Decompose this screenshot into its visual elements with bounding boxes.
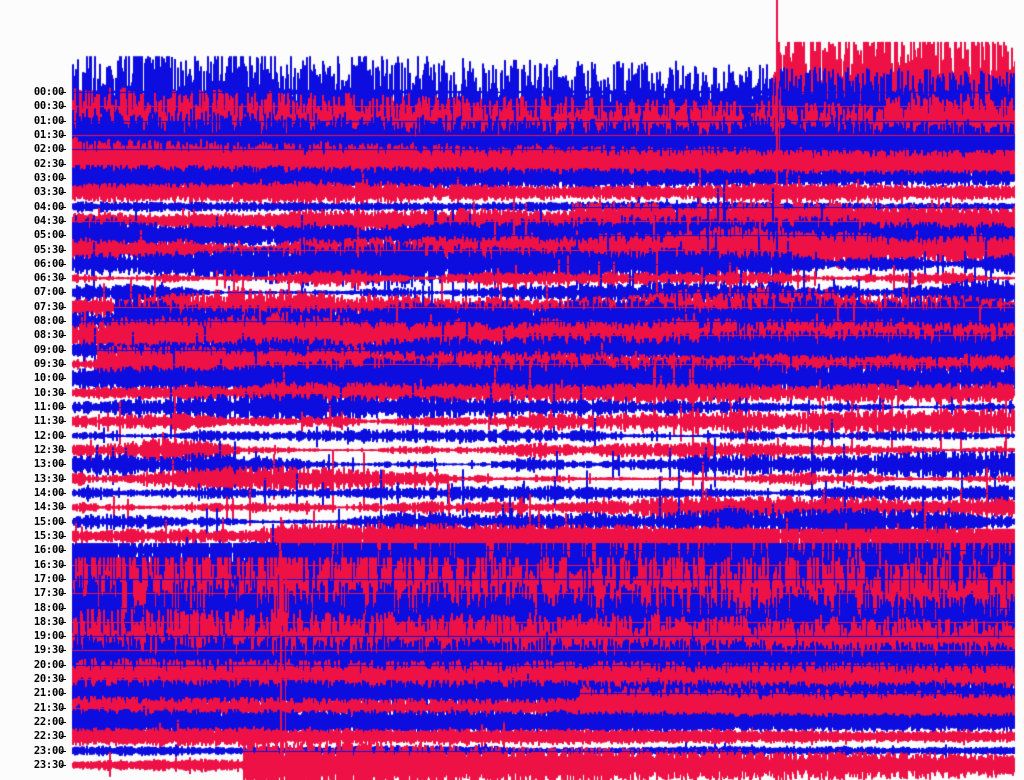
axis-tick (61, 464, 66, 465)
time-label-2100: 21:00 (33, 687, 64, 700)
axis-tick (61, 608, 66, 609)
time-axis: 00:00 00:30 01:00 01:30 02:00 02:30 03:00 03:30… (0, 0, 66, 780)
axis-tick (61, 378, 66, 379)
time-label-1000: 10:00 (33, 372, 64, 385)
time-label-0030: 00:30 (33, 100, 64, 113)
axis-tick (61, 765, 66, 766)
time-label-1600: 16:00 (33, 544, 64, 557)
axis-tick (61, 450, 66, 451)
axis-tick (61, 650, 66, 651)
axis-tick (61, 636, 66, 637)
axis-tick (61, 693, 66, 694)
time-label-0400: 04:00 (33, 200, 64, 213)
axis-tick (61, 364, 66, 365)
time-label-0130: 01:30 (33, 128, 64, 141)
axis-tick (61, 407, 66, 408)
axis-tick (61, 622, 66, 623)
axis-tick (61, 335, 66, 336)
axis-tick (61, 178, 66, 179)
axis-tick (61, 679, 66, 680)
time-label-0530: 05:30 (33, 243, 64, 256)
time-label-1730: 17:30 (33, 587, 64, 600)
time-label-2330: 23:30 (33, 759, 64, 772)
time-label-1930: 19:30 (33, 644, 64, 657)
axis-tick (61, 149, 66, 150)
axis-tick (61, 522, 66, 523)
time-label-0100: 01:00 (33, 114, 64, 127)
time-label-2000: 20:00 (33, 658, 64, 671)
axis-tick (61, 250, 66, 251)
axis-tick (61, 164, 66, 165)
axis-tick (61, 593, 66, 594)
axis-tick (61, 221, 66, 222)
axis-tick (61, 493, 66, 494)
axis-tick (61, 421, 66, 422)
axis-tick (61, 92, 66, 93)
axis-tick (61, 536, 66, 537)
time-label-0800: 08:00 (33, 315, 64, 328)
axis-tick (61, 321, 66, 322)
time-label-1700: 17:00 (33, 572, 64, 585)
axis-tick (61, 350, 66, 351)
axis-tick (61, 751, 66, 752)
time-label-0430: 04:30 (33, 214, 64, 227)
axis-tick (61, 708, 66, 709)
time-label-1530: 15:30 (33, 529, 64, 542)
axis-tick (61, 106, 66, 107)
axis-tick (61, 436, 66, 437)
axis-tick (61, 507, 66, 508)
time-label-2300: 23:00 (33, 744, 64, 757)
time-label-1300: 13:00 (33, 458, 64, 471)
axis-tick (61, 235, 66, 236)
time-label-0200: 02:00 (33, 143, 64, 156)
axis-tick (61, 565, 66, 566)
time-label-1830: 18:30 (33, 615, 64, 628)
time-label-1100: 11:00 (33, 401, 64, 414)
time-label-1900: 19:00 (33, 630, 64, 643)
axis-tick (61, 278, 66, 279)
time-label-2230: 22:30 (33, 730, 64, 743)
time-label-0900: 09:00 (33, 343, 64, 356)
axis-tick (61, 307, 66, 308)
time-label-0000: 00:00 (33, 86, 64, 98)
time-label-0930: 09:30 (33, 358, 64, 371)
time-label-1330: 13:30 (33, 472, 64, 485)
time-label-2130: 21:30 (33, 701, 64, 714)
time-label-1500: 15:00 (33, 515, 64, 528)
time-label-0630: 06:30 (33, 272, 64, 285)
time-label-1630: 16:30 (33, 558, 64, 571)
time-label-0230: 02:30 (33, 157, 64, 170)
time-label-2030: 20:30 (33, 673, 64, 686)
time-label-0500: 05:00 (33, 229, 64, 242)
time-label-2200: 22:00 (33, 716, 64, 729)
axis-tick (61, 550, 66, 551)
axis-tick (61, 736, 66, 737)
time-label-1800: 18:00 (33, 601, 64, 614)
axis-tick (61, 292, 66, 293)
time-label-0330: 03:30 (33, 186, 64, 199)
time-label-1130: 11:30 (33, 415, 64, 428)
time-label-1030: 10:30 (33, 386, 64, 399)
axis-tick (61, 579, 66, 580)
axis-tick (61, 479, 66, 480)
time-label-0600: 06:00 (33, 257, 64, 270)
axis-tick (61, 207, 66, 208)
time-label-1400: 14:00 (33, 486, 64, 499)
axis-tick (61, 121, 66, 122)
axis-tick (61, 722, 66, 723)
axis-tick (61, 393, 66, 394)
axis-tick (61, 192, 66, 193)
axis-tick (61, 135, 66, 136)
axis-tick (61, 665, 66, 666)
time-label-1230: 12:30 (33, 444, 64, 456)
time-label-1200: 12:00 (33, 429, 64, 442)
time-label-0830: 08:30 (33, 329, 64, 342)
time-label-0700: 07:00 (33, 286, 64, 299)
time-label-1430: 14:30 (33, 501, 64, 514)
time-label-0300: 03:00 (33, 171, 64, 184)
axis-tick (61, 264, 66, 265)
time-label-0730: 07:30 (33, 300, 64, 313)
